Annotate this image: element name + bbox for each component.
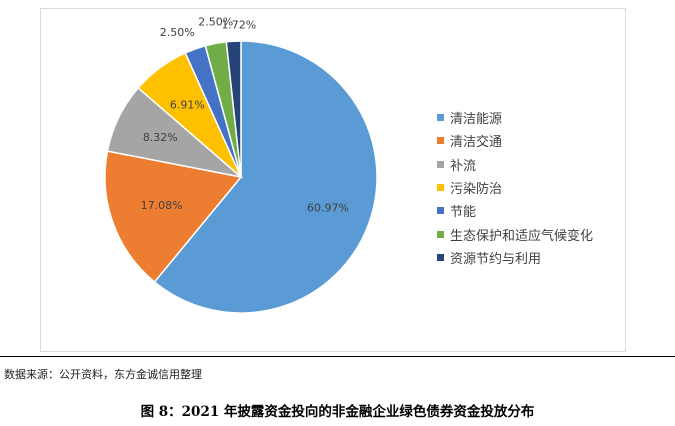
legend-item-6: 生态保护和适应气候变化 xyxy=(437,222,627,245)
legend-swatch xyxy=(437,253,444,261)
chart-legend: 清洁能源清洁交通补流污染防治节能生态保护和适应气候变化 资源节约与利用 xyxy=(437,106,627,269)
legend-item-7: 资源节约与利用 xyxy=(437,246,627,269)
pie-data-labels: 60.97%17.08%8.32%6.91%2.50%2.50%1.72% xyxy=(141,16,349,215)
legend-label: 节能 xyxy=(450,205,477,221)
pie-data-label-3: 8.32% xyxy=(143,131,178,144)
pie-slice-1 xyxy=(153,40,378,314)
legend-label: 生态保护和适应气候变化 xyxy=(450,228,594,244)
divider-line xyxy=(0,356,675,357)
source-note: 数据来源：公开资料，东方金诚信用整理 xyxy=(4,368,202,381)
legend-item-2: 清洁交通 xyxy=(437,129,627,152)
legend-label: 清洁能源 xyxy=(450,112,503,128)
legend-item-4: 污染防治 xyxy=(437,176,627,199)
pie-data-label-1: 60.97% xyxy=(307,202,349,215)
legend-swatch xyxy=(437,207,444,215)
pie-slices xyxy=(104,40,378,314)
pie-chart: 60.97%17.08%8.32%6.91%2.50%2.50%1.72% xyxy=(104,16,378,314)
legend-label: 资源节约与利用 xyxy=(450,251,542,267)
legend-swatch xyxy=(437,230,444,238)
legend-swatch xyxy=(437,114,444,122)
legend-label: 污染防治 xyxy=(450,182,503,198)
legend-label: 清洁交通 xyxy=(450,135,503,151)
pie-data-label-4: 6.91% xyxy=(170,99,205,112)
figure-caption: 图 8：2021 年披露资金投向的非金融企业绿色债券资金投放分布 xyxy=(140,404,535,420)
pie-data-label-2: 17.08% xyxy=(141,199,183,212)
legend-label: 补流 xyxy=(450,158,477,174)
legend-item-5: 节能 xyxy=(437,199,627,222)
pie-data-label-5: 2.50% xyxy=(160,26,195,39)
legend-item-3: 补流 xyxy=(437,153,627,176)
legend-swatch xyxy=(437,160,444,168)
legend-item-1: 清洁能源 xyxy=(437,106,627,129)
pie-slice-7 xyxy=(225,40,242,178)
pie-data-label-7: 1.72% xyxy=(221,18,256,31)
legend-swatch xyxy=(437,184,444,192)
pie-slice-2 xyxy=(104,150,243,284)
pie-data-label-6: 2.50% xyxy=(198,16,233,29)
chart-frame xyxy=(40,8,626,352)
legend-swatch xyxy=(437,137,444,145)
